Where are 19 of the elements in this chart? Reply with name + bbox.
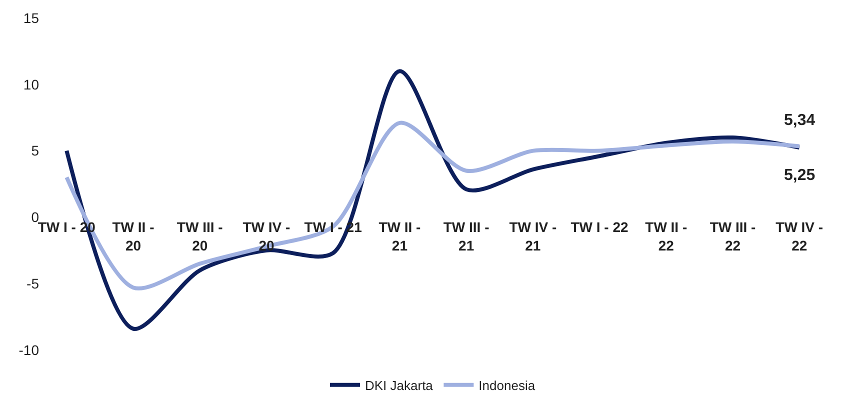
y-tick-label: 10 <box>23 76 40 92</box>
y-tick-label: -5 <box>26 276 40 292</box>
x-tick-label: TW IV - 22 <box>776 219 824 254</box>
x-tick-label: TW III - 22 <box>710 219 756 254</box>
x-tick-label: TW II - 21 <box>378 219 422 254</box>
legend-label: DKI Jakarta <box>365 378 434 393</box>
x-tick-label: TW III - 21 <box>443 219 490 254</box>
x-tick-label: TW II - 20 <box>112 219 155 254</box>
x-tick-label: TW IV - 21 <box>509 219 557 254</box>
y-tick-label: -10 <box>18 342 40 358</box>
data-label: 5,25 <box>784 167 816 184</box>
y-tick-label: 15 <box>23 10 40 26</box>
x-tick-label: TW I - 22 <box>570 219 629 236</box>
x-tick-label: TW II - 22 <box>645 219 688 254</box>
data-label: 5,34 <box>784 112 816 129</box>
legend-label: Indonesia <box>478 378 536 393</box>
x-tick-label: TW III - 20 <box>176 219 224 254</box>
y-tick-label: 0 <box>31 209 40 226</box>
y-tick-label: 5 <box>31 142 40 159</box>
